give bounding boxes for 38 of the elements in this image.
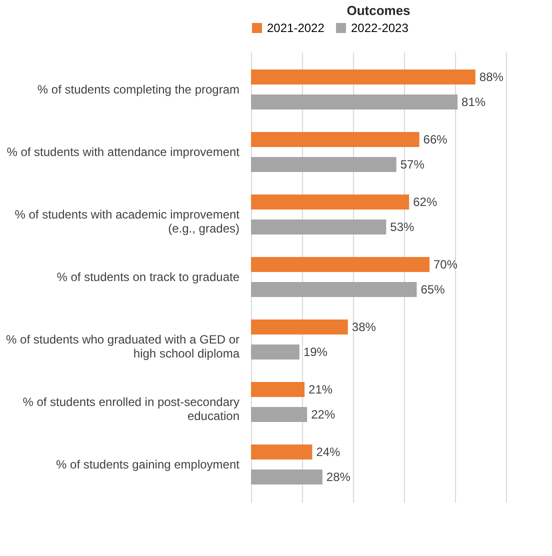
data-label: 53% — [390, 220, 414, 234]
data-label: 22% — [311, 408, 336, 422]
legend-label: 2022-2023 — [351, 21, 409, 35]
legend-label: 2021-2022 — [267, 21, 325, 35]
y-tick-label: % of students enrolled in post-secondary education — [22, 395, 240, 423]
data-label: 65% — [420, 282, 446, 296]
bar — [251, 257, 430, 272]
bar — [251, 320, 348, 334]
bar — [251, 194, 410, 210]
bar — [251, 157, 396, 172]
chart-title: Outcomes — [346, 3, 410, 18]
bar — [251, 70, 476, 84]
y-tick-label: % of students with attendance improvement — [6, 145, 240, 159]
data-label: 19% — [303, 345, 328, 359]
y-tick-label: % of students completing the program — [37, 82, 240, 96]
bar — [251, 94, 458, 110]
y-tick-label: % of students on track to graduate — [56, 270, 240, 284]
data-label: 81% — [462, 95, 486, 109]
data-label: 62% — [413, 195, 438, 209]
y-tick-label: % of students gaining employment — [56, 458, 240, 472]
y-tick-label: % of students with academic improvement (e.g., grades) — [14, 208, 240, 236]
bar — [251, 344, 300, 360]
data-label: 21% — [308, 382, 333, 396]
bar — [251, 220, 386, 234]
data-label: 57% — [400, 158, 425, 172]
data-label: 24% — [316, 445, 341, 459]
data-label: 70% — [434, 258, 458, 272]
y-tick-label: % of students who graduated with a GED or high school diploma — [6, 332, 240, 360]
bar — [251, 470, 322, 484]
data-label: 88% — [479, 70, 504, 84]
data-label: 28% — [326, 470, 351, 484]
bar — [251, 407, 308, 422]
bar — [251, 282, 417, 297]
bar — [251, 382, 305, 397]
bar — [251, 132, 420, 147]
data-label: 66% — [423, 132, 448, 146]
bar — [251, 444, 312, 460]
data-label: 38% — [352, 320, 376, 334]
